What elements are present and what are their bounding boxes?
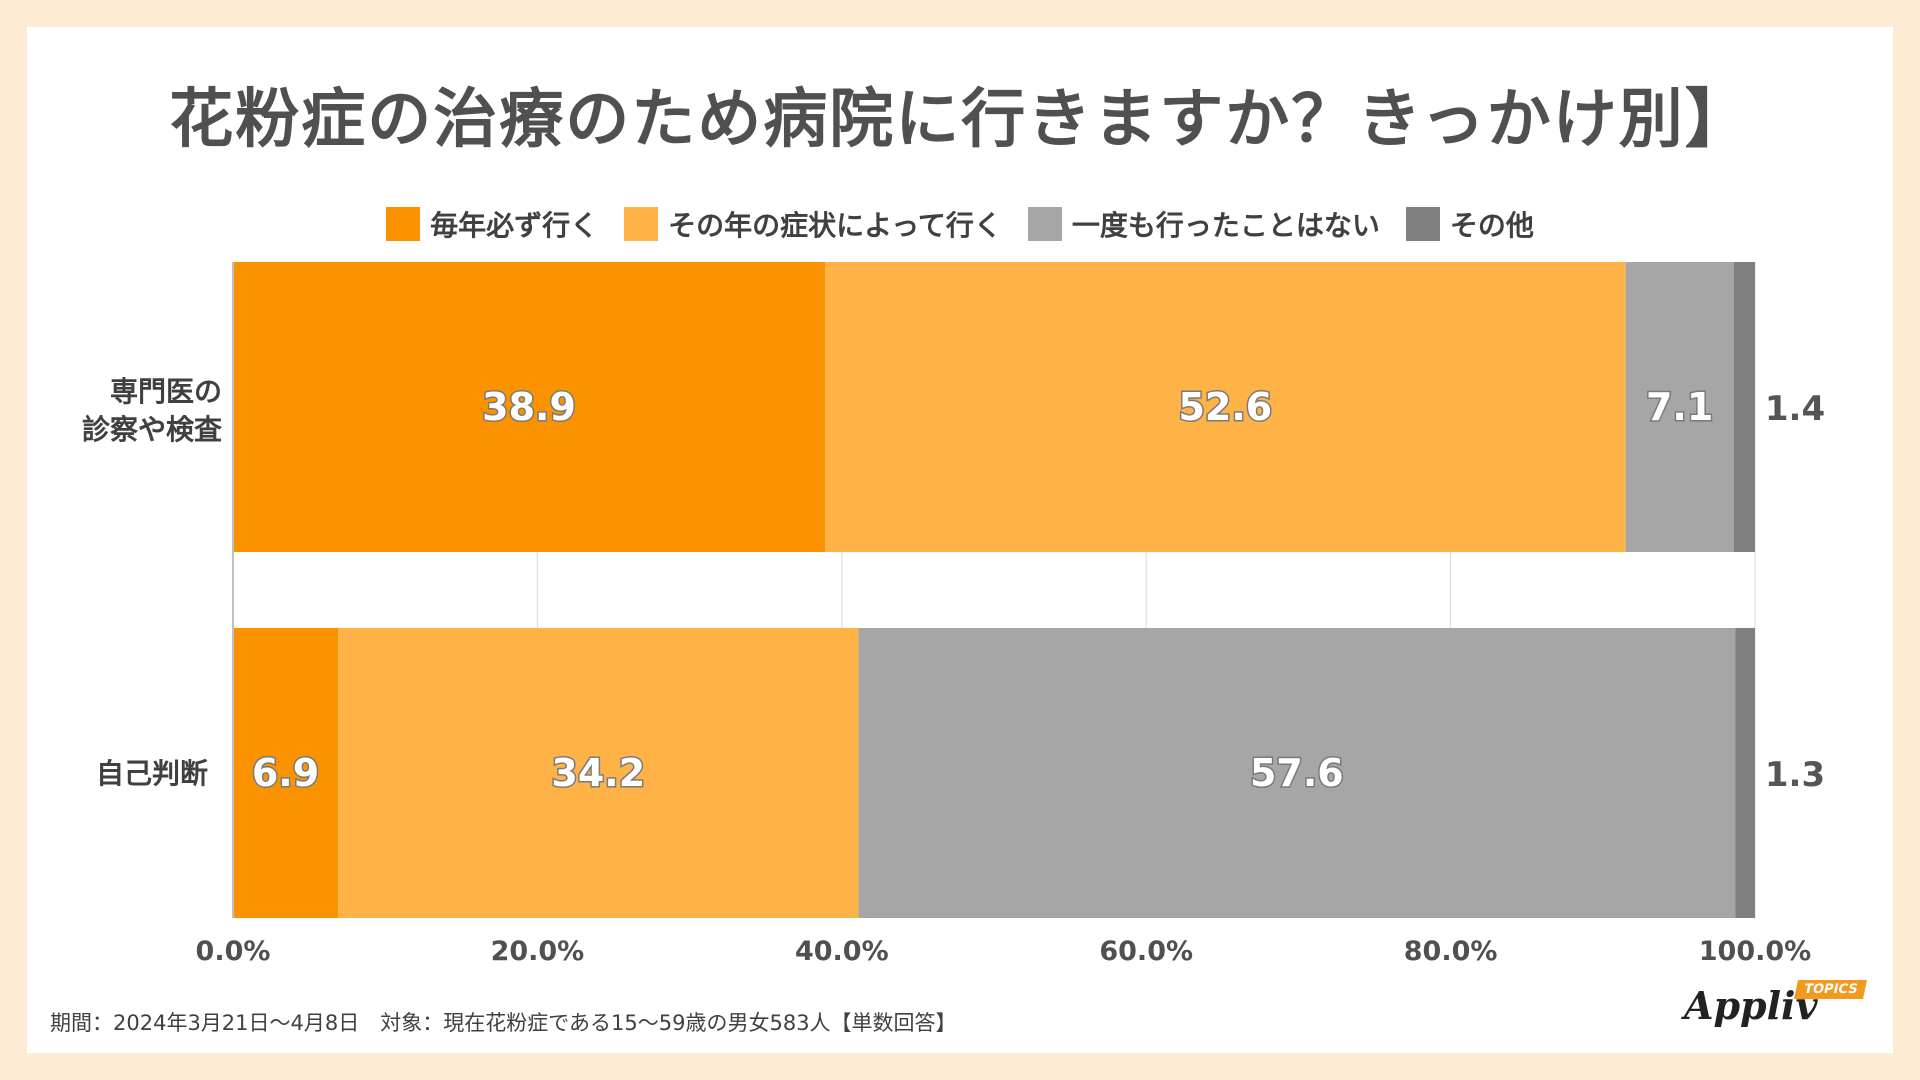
data-label: 6.9 bbox=[252, 751, 319, 795]
data-label: 1.4 bbox=[1765, 389, 1825, 429]
bar-segment bbox=[1733, 262, 1755, 552]
x-tick-label: 40.0% bbox=[795, 936, 889, 967]
x-tick-label: 0.0% bbox=[196, 936, 271, 967]
legend-item-depends-on-symptoms: その年の症状によって行く bbox=[624, 204, 1002, 244]
footnote: 期間：2024年3月21日～4月8日 対象：現在花粉症である15～59歳の男女5… bbox=[50, 1011, 957, 1035]
legend-label: 一度も行ったことはない bbox=[1071, 209, 1380, 242]
topics-badge: TOPICS bbox=[1793, 980, 1868, 999]
legend-swatch bbox=[624, 207, 659, 241]
category-label: 自己判断 bbox=[96, 757, 208, 790]
x-tick-label: 80.0% bbox=[1404, 936, 1498, 967]
bar-segment bbox=[233, 262, 826, 552]
legend-label: 毎年必ず行く bbox=[430, 209, 599, 242]
data-label: 52.6 bbox=[1178, 385, 1272, 429]
data-label: 7.1 bbox=[1646, 385, 1713, 429]
data-label: 38.9 bbox=[482, 385, 576, 429]
legend-item-other: その他 bbox=[1405, 204, 1534, 244]
chart-title: 花粉症の治療のため病院に行きますか？きっかけ別】 bbox=[169, 83, 1751, 157]
bar-segment bbox=[858, 628, 1736, 918]
x-tick-label: 60.0% bbox=[1099, 936, 1193, 967]
legend-item-never: 一度も行ったことはない bbox=[1027, 204, 1380, 244]
data-label: 57.6 bbox=[1250, 751, 1344, 795]
bar-segment bbox=[825, 262, 1626, 552]
category-label: 専門医の bbox=[110, 375, 222, 408]
bar-segment bbox=[233, 628, 339, 918]
data-label: 1.3 bbox=[1765, 755, 1825, 795]
bar-segment bbox=[338, 628, 859, 918]
legend-swatch bbox=[1405, 207, 1440, 241]
legend-label: その他 bbox=[1449, 209, 1534, 242]
legend-label: その年の症状によって行く bbox=[668, 209, 1002, 242]
x-tick-label: 100.0% bbox=[1699, 936, 1811, 967]
legend-item-every-year: 毎年必ず行く bbox=[386, 204, 598, 244]
data-label: 34.2 bbox=[551, 751, 645, 795]
bar-segment bbox=[1735, 628, 1755, 918]
legend-swatch bbox=[1027, 207, 1062, 241]
category-label: 診察や検査 bbox=[82, 413, 222, 446]
x-tick-label: 20.0% bbox=[491, 936, 585, 967]
bar-segment bbox=[1625, 262, 1734, 552]
legend-swatch bbox=[386, 207, 421, 241]
legend: 毎年必ず行く その年の症状によって行く 一度も行ったことはない その他 bbox=[0, 204, 1920, 244]
